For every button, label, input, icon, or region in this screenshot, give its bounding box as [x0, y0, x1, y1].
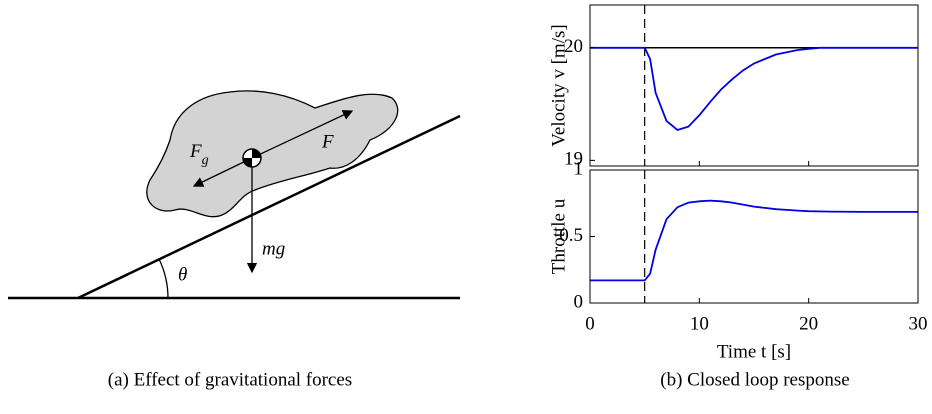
y-tick-label: 19: [564, 149, 583, 170]
gravity-subscript: g: [202, 153, 209, 168]
x-tick-label: 20: [799, 313, 818, 334]
x-axis-label: Time t [s]: [717, 341, 791, 362]
caption-a: (a) Effect of gravitational forces: [108, 369, 352, 390]
force-label: F: [321, 131, 334, 152]
x-tick-label: 30: [909, 313, 928, 334]
y-tick-label: 0.5: [559, 225, 583, 246]
x-tick-label: 10: [690, 313, 709, 334]
y-tick-label: 20: [564, 36, 583, 57]
incline: [77, 114, 461, 300]
gravity-symbol: F: [189, 141, 202, 162]
plot-frame: [589, 169, 919, 304]
plot-frame: [589, 4, 919, 167]
caption-b: (b) Closed loop response: [660, 369, 849, 390]
series-line: [590, 46, 918, 132]
y-axis-label: Throttle u: [548, 198, 569, 274]
y-tick-label: 0: [574, 291, 584, 312]
angle-label: θ: [178, 264, 187, 285]
y-tick-label: 1: [574, 158, 584, 179]
angle-arc: [158, 258, 169, 299]
car: [146, 90, 399, 218]
center-of-mass-fill: [243, 149, 261, 167]
force-arrow: [251, 110, 354, 159]
gravity-label: Fg: [189, 141, 209, 168]
series-line: [590, 199, 918, 282]
gravity-arrow: [192, 157, 253, 187]
x-tick-label: 0: [585, 313, 595, 334]
y-axis-label: Velocity v [m/s]: [548, 24, 569, 146]
diagram: F Fg mg θ (a) Effect of gravitational fo…: [8, 90, 461, 390]
weight-label: mg: [262, 238, 285, 259]
